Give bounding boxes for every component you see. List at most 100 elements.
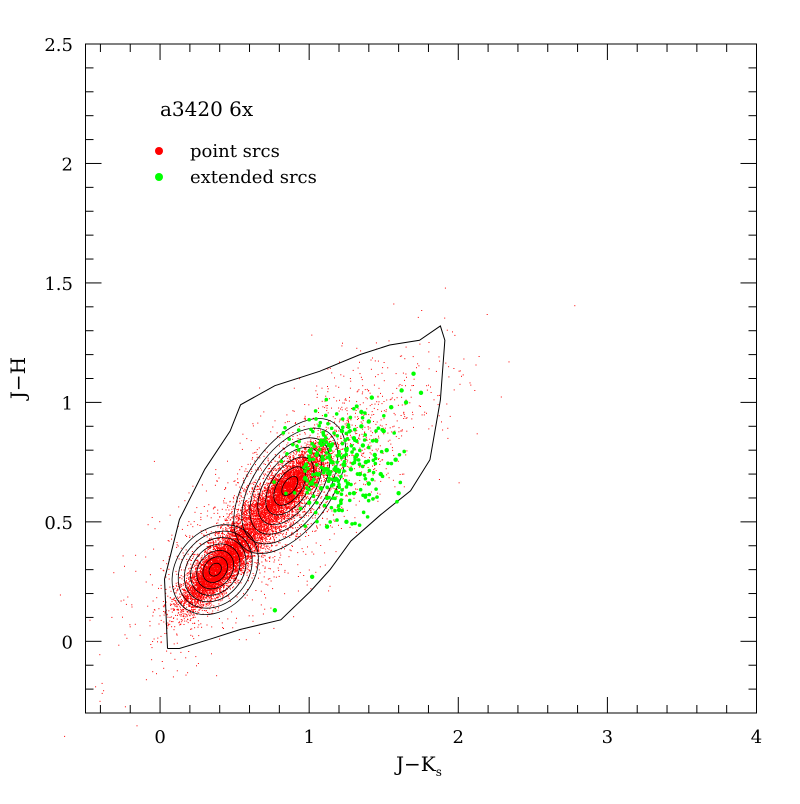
point-src-dot <box>253 547 255 549</box>
point-src-dot <box>180 612 182 614</box>
point-src-dot <box>228 594 230 596</box>
point-src-dot <box>202 591 204 593</box>
point-src-dot <box>190 568 192 570</box>
point-src-dot <box>196 582 198 584</box>
point-src-dot <box>210 595 212 597</box>
point-src-dot <box>205 603 207 605</box>
point-src-dot <box>247 551 249 553</box>
point-src-dot <box>163 611 165 612</box>
point-src-dot <box>186 595 188 597</box>
point-src-dot <box>188 577 190 579</box>
point-src-dot <box>183 589 184 591</box>
point-src-dot <box>180 610 182 612</box>
point-src-dot <box>233 572 235 573</box>
point-src-dot <box>192 594 194 596</box>
point-src-dot <box>199 576 201 578</box>
point-src-dot <box>187 586 189 588</box>
point-src-dot <box>207 564 209 566</box>
point-src-dot <box>256 550 258 552</box>
point-src-dot <box>201 592 203 594</box>
point-src-dot <box>196 595 198 597</box>
point-src-dot <box>210 570 212 572</box>
point-src-dot <box>247 547 249 549</box>
point-src-dot <box>212 589 214 591</box>
point-src-dot <box>207 604 209 606</box>
point-src-dot <box>241 564 243 566</box>
point-src-dot <box>203 587 205 589</box>
point-src-dot <box>219 583 220 585</box>
point-src-dot <box>232 576 234 577</box>
point-src-dot <box>193 573 195 575</box>
point-src-dot <box>235 579 237 581</box>
point-src-dot <box>217 557 219 559</box>
point-src-dot <box>223 585 225 587</box>
point-src-dot <box>209 597 211 599</box>
point-src-dot <box>195 574 197 576</box>
point-src-dot <box>196 567 198 569</box>
point-src-dot <box>231 578 233 580</box>
point-src-dot <box>205 561 207 563</box>
point-src-dot <box>192 622 194 624</box>
point-src-dot <box>207 585 208 587</box>
point-src-dot <box>247 566 249 568</box>
point-src-dot <box>201 605 203 607</box>
point-src-dot <box>237 547 239 548</box>
point-src-dot <box>189 590 191 592</box>
point-src-dot <box>211 571 213 573</box>
point-src-dot <box>235 544 237 545</box>
point-src-dot <box>211 579 213 581</box>
point-src-dot <box>224 580 226 581</box>
point-src-dot <box>166 627 168 629</box>
point-src-dot <box>185 601 187 603</box>
point-src-dot <box>184 602 186 604</box>
point-src-dot <box>213 573 215 575</box>
point-src-dot <box>192 601 194 603</box>
point-src-dot <box>218 579 220 581</box>
point-src-dot <box>208 568 210 570</box>
point-src-dot <box>189 570 191 572</box>
point-src-dot <box>192 588 194 590</box>
point-src-dot <box>200 590 202 592</box>
point-src-dot <box>246 562 248 564</box>
point-src-dot <box>211 563 213 564</box>
point-src-dot <box>235 583 237 585</box>
point-src-dot <box>168 610 170 612</box>
point-src-dot <box>222 577 224 579</box>
point-src-dot <box>210 544 212 546</box>
point-src-dot <box>203 594 205 596</box>
point-src-dot <box>164 611 166 613</box>
point-src-dot <box>185 587 187 588</box>
point-src-dot <box>240 550 242 552</box>
point-src-dot <box>200 591 202 593</box>
point-src-dot <box>205 583 207 585</box>
point-src-dot <box>246 552 248 554</box>
point-src-dot <box>241 568 243 570</box>
point-src-dot <box>198 624 200 626</box>
point-src-dot <box>187 586 189 588</box>
point-src-dot <box>204 590 206 592</box>
point-src-dot <box>214 591 216 593</box>
point-src-dot <box>205 581 207 583</box>
point-src-dot <box>192 599 194 601</box>
point-src-dot <box>188 578 190 580</box>
point-src-dot <box>205 573 207 575</box>
point-src-dot <box>207 587 209 589</box>
point-src-dot <box>215 598 216 600</box>
point-src-dot <box>199 597 201 599</box>
point-src-dot <box>262 565 264 567</box>
point-src-dot <box>203 588 205 590</box>
point-src-dot <box>195 580 197 582</box>
point-src-dot <box>231 542 233 544</box>
point-src-dot <box>188 609 190 611</box>
point-src-dot <box>187 598 189 600</box>
point-src-dot <box>179 584 181 586</box>
point-src-dot <box>231 574 233 576</box>
point-src-dot <box>230 517 232 519</box>
point-src-dot <box>186 611 188 613</box>
point-src-dot <box>205 590 207 591</box>
point-src-dot <box>231 532 233 534</box>
point-src-dot <box>195 567 197 569</box>
point-src-dot <box>226 585 228 587</box>
point-src-dot <box>246 550 248 552</box>
point-src-dot <box>223 595 224 597</box>
